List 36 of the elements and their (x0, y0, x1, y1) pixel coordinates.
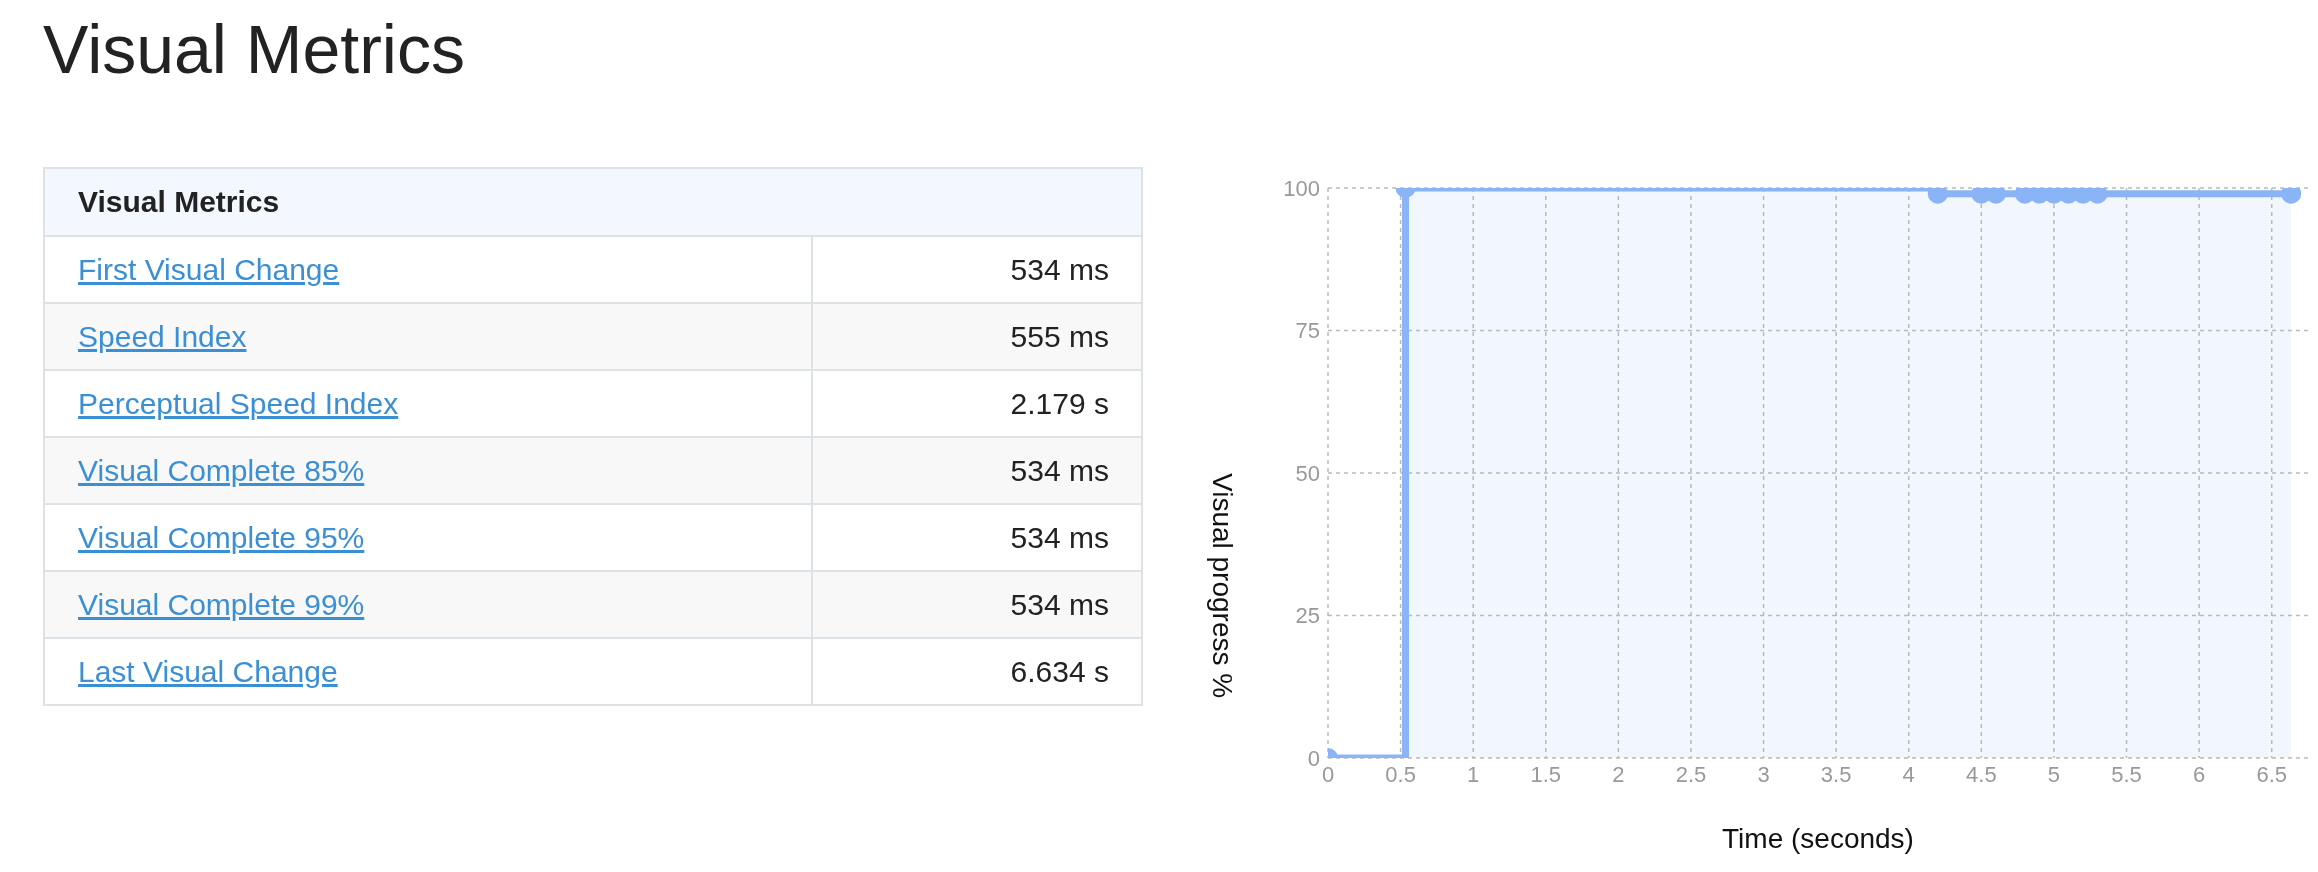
text: 534 ms (812, 236, 1142, 303)
text: Visual Complete 85% (78, 453, 365, 487)
x-tick-label: 6 (2192, 761, 2206, 787)
x-tick-label: 5.5 (2111, 761, 2142, 787)
text: Perceptual Speed Index (78, 386, 399, 420)
x-tick-label: 4.5 (1966, 761, 1997, 787)
y-axis-title: Visual progress % (1207, 473, 1239, 699)
text: Visual Metrics (44, 168, 1142, 236)
y-tick-label: 75 (1295, 318, 1320, 344)
x-axis-title: Time (seconds) (1722, 823, 1914, 854)
text: Last Visual Change (78, 654, 338, 688)
text: Visual Complete 99% (78, 587, 365, 621)
text: 534 ms (812, 437, 1142, 504)
text: Speed Index (78, 319, 247, 353)
text: Visual Metrics (43, 10, 465, 88)
x-tick-label: 1.5 (1530, 761, 1562, 787)
y-tick-label: 50 (1295, 460, 1320, 486)
x-tick-label: 5 (2047, 761, 2061, 787)
text: 2.179 s (812, 370, 1142, 437)
text: First Visual Change (78, 252, 340, 286)
x-tick-label: 2.5 (1675, 761, 1707, 787)
text: 534 ms (812, 504, 1142, 571)
x-tick-label: 3 (1757, 761, 1770, 787)
x-tick-label: 4 (1902, 761, 1915, 787)
y-tick-label: 25 (1295, 603, 1320, 629)
x-tick-label: 2 (1612, 761, 1625, 787)
y-tick-label: 100 (1283, 175, 1320, 201)
text: Visual Complete 95% (78, 520, 365, 554)
x-tick-label: 3.5 (1820, 761, 1852, 787)
x-tick-label: 6.5 (2256, 761, 2287, 787)
text: 6.634 s (812, 638, 1142, 705)
x-tick-label: 0.5 (1385, 761, 1416, 787)
y-tick-label: 0 (1307, 745, 1320, 771)
text: 534 ms (812, 571, 1142, 638)
x-tick-label: 1 (1467, 761, 1480, 787)
text: 555 ms (812, 303, 1142, 370)
